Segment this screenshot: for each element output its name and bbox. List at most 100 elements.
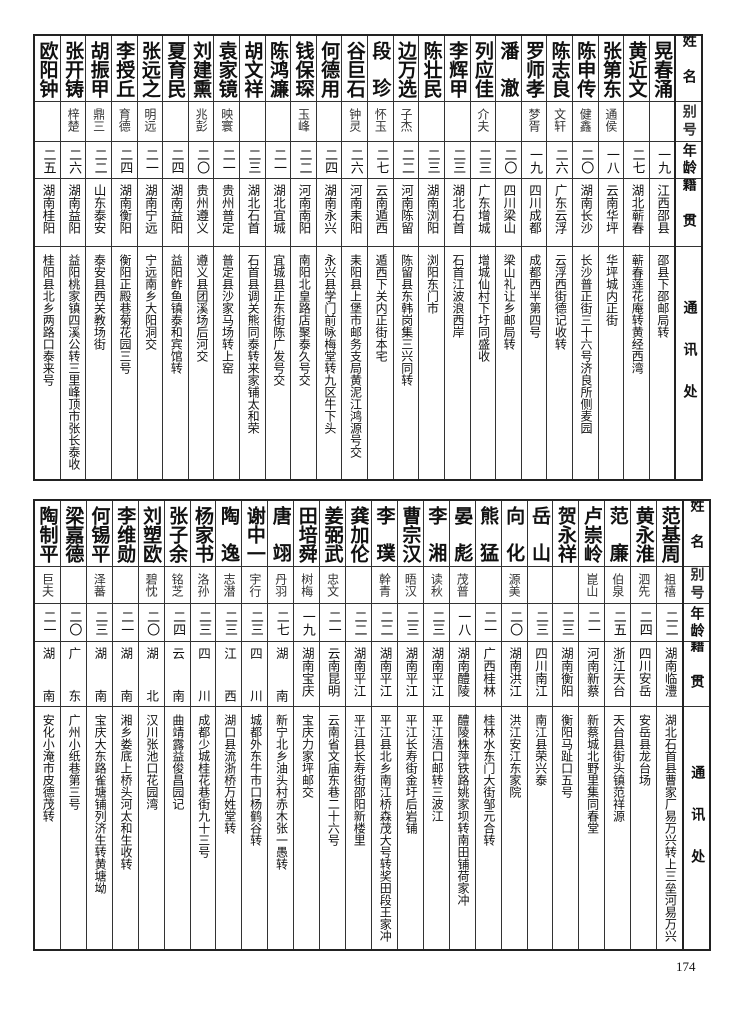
age-cell: 二一: [214, 142, 240, 179]
origin-text: 湖南: [273, 647, 289, 707]
address-cell: 湘乡娄底上桥头河太和生收转: [113, 707, 138, 949]
alias-cell: [624, 102, 649, 142]
alias-cell: 源美: [501, 567, 527, 604]
address-text: 新蔡城北野里集同春堂: [585, 714, 600, 834]
alias-cell: 茂普: [449, 567, 475, 604]
person-column: 晏彪 茂普 一八 湖南醴陵 醴陵株萍铁路姚家坝转南田铺荷家冲: [448, 501, 475, 949]
person-column: 胡振甲 鼎三 二二 山东泰安 泰安县西关教场街: [85, 36, 111, 479]
age-cell: 二一: [137, 142, 163, 179]
age-cell: 二七: [368, 142, 393, 179]
origin-cell: 云南: [164, 642, 190, 707]
origin-text: 湖南平江: [403, 647, 419, 697]
age-text: 二三: [221, 610, 237, 636]
address-text: 石首江波浪西岸: [450, 254, 465, 338]
header-address-label: 通讯处: [689, 765, 706, 891]
alias-cell: [240, 102, 265, 142]
person-column: 李辉甲 二三 湖北石首 石首江波浪西岸: [443, 36, 470, 479]
name-text: 夏育民: [164, 41, 187, 98]
person-column: 杨家书 洛孙 二三 四川 成都少城桂花巷街九十三号: [189, 501, 216, 949]
address-text: 蕲春莲花庵转黄经西湾: [630, 254, 645, 374]
age-cell: 二三: [470, 142, 496, 179]
header-age-label: 年龄: [680, 143, 697, 177]
name-cell: 陈申传: [572, 36, 598, 102]
alias-text: 祖禧: [662, 573, 677, 597]
age-text: 二三: [533, 610, 548, 636]
origin-text: 江西邵县: [655, 184, 671, 234]
person-column: 何锡平 泽蕃 二三 湖南 宝庆大东路雀塘铺列济生转黄塘坳: [85, 501, 112, 949]
age-cell: 二三: [190, 604, 216, 642]
age-cell: 一八: [598, 142, 624, 179]
address-text: 益阳鲊鱼镇泰和宾馆转: [169, 254, 184, 374]
address-text: 新宁北乡油头村赤木张一愚转: [274, 714, 289, 870]
origin-cell: 湖南平江: [372, 642, 397, 707]
alias-cell: 宇行: [242, 567, 268, 604]
alias-text: 晤汉: [403, 573, 418, 597]
alias-cell: 读秋: [423, 567, 449, 604]
origin-text: 广东云浮: [552, 184, 568, 234]
origin-text: 湖北石首: [450, 184, 466, 234]
address-text: 陈留县东韩岗集三兴同转: [399, 254, 414, 386]
person-column: 陶逸 志潜 二三 江西 湖口县流浙桥万姓堂转: [215, 501, 242, 949]
address-cell: 安岳县龙台场: [631, 707, 656, 949]
age-text: 二〇: [578, 148, 594, 174]
origin-cell: 广东增城: [470, 179, 496, 247]
name-cell: 何锡平: [86, 501, 112, 567]
age-cell: 二〇: [496, 142, 521, 179]
address-cell: 桂林水东门大街邹元合转: [476, 707, 501, 949]
origin-text: 河南新蔡: [584, 647, 600, 697]
origin-text: 湖南: [40, 647, 56, 707]
alias-cell: [527, 567, 553, 604]
alias-cell: 通侯: [598, 102, 624, 142]
name-text: 李湘: [425, 506, 448, 567]
name-text: 黄近文: [625, 41, 648, 98]
name-cell: 向化: [501, 501, 527, 567]
origin-cell: 云南遁西: [368, 179, 393, 247]
alias-cell: 忠文: [320, 567, 346, 604]
address-cell: 平江浯口邮转三波江: [424, 707, 449, 949]
name-text: 黄永淮: [632, 506, 655, 563]
name-cell: 范基周: [657, 501, 683, 567]
header-age: 年龄: [676, 142, 701, 179]
age-text: 二三: [92, 610, 108, 636]
person-column: 潘澈 二〇 四川梁山 梁山礼让乡邮局转: [495, 36, 521, 479]
age-text: 二三: [429, 610, 445, 636]
address-cell: 宝庆力家坪邮交: [294, 707, 319, 949]
person-column: 李维勋 二一 湖南 湘乡娄底上桥头河太和生收转: [111, 501, 138, 949]
alias-cell: 子杰: [393, 102, 419, 142]
name-cell: 唐翊: [268, 501, 294, 567]
age-text: 二五: [610, 610, 626, 636]
person-column: 田培舜 树梅 一九 湖南宝庆 宝庆力家坪邮交: [293, 501, 320, 949]
name-cell: 黄近文: [624, 36, 649, 102]
age-cell: 二四: [111, 142, 137, 179]
address-text: 成都西半第四号: [527, 254, 542, 338]
header-origin-label: 籍贯: [688, 642, 705, 707]
name-text: 熊猛: [477, 506, 500, 567]
address-cell: 南阳北皇路店聚泰久号交: [291, 247, 316, 479]
address-text: 汉川张池口花园湾: [144, 714, 159, 810]
origin-text: 广东增城: [475, 184, 491, 234]
age-cell: 二七: [624, 142, 649, 179]
origin-cell: 湖北蕲春: [624, 179, 649, 247]
alias-cell: [444, 102, 470, 142]
address-text: 城都外东牛市口杨鹤谷转: [248, 714, 263, 846]
age-cell: 二三: [240, 142, 265, 179]
name-cell: 陶逸: [216, 501, 242, 567]
alias-cell: 崑山: [579, 567, 605, 604]
roster-table-bottom: 姓名 别号 年龄 籍贯 通讯处 范基周 祖禧 二二 湖南临澧 湖北石首县曹家厂易万兴转上三垒河易万…: [33, 499, 711, 951]
origin-text: 四川安岳: [636, 647, 652, 697]
alias-text: 怀玉: [373, 108, 388, 132]
name-text: 边万选: [394, 41, 417, 98]
person-column: 边万选 子杰 二二 河南陈留 陈留县东韩岗集三兴同转: [392, 36, 419, 479]
name-text: 龚加伦: [347, 506, 370, 563]
origin-text: 湖南: [92, 647, 108, 707]
address-cell: 广州小纸巷第三号: [61, 707, 86, 949]
person-column: 唐翊 丹羽 二七 湖南 新宁北乡油头村赤木张一愚转: [267, 501, 294, 949]
origin-cell: 湖南永兴: [316, 179, 342, 247]
alias-cell: [35, 102, 60, 142]
origin-text: 湖北宜城: [270, 184, 286, 234]
origin-cell: 湖南临澧: [657, 642, 683, 707]
name-cell: 龚加伦: [346, 501, 372, 567]
origin-text: 湖南桂阳: [40, 184, 56, 234]
age-text: 二七: [373, 148, 389, 174]
address-cell: 天台县街头镇范祥源: [605, 707, 630, 949]
